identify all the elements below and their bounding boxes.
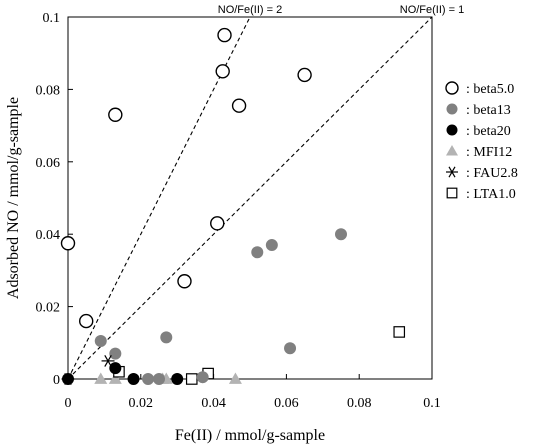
- data-point: [108, 107, 123, 122]
- legend-label: : beta5.0: [466, 82, 514, 97]
- legend-label: : MFI12: [466, 145, 512, 160]
- x-tick-label: 0.08: [347, 396, 372, 411]
- reference-line-label: NO/Fe(II) = 2: [218, 4, 283, 16]
- x-tick-label: 0.1: [423, 396, 441, 411]
- data-point: [142, 373, 155, 385]
- data-point: [101, 354, 115, 367]
- data-point: [94, 334, 107, 347]
- data-point: [231, 98, 247, 113]
- y-tick-label: 0.1: [43, 11, 61, 26]
- data-point: [127, 373, 140, 385]
- data-point: [446, 145, 458, 156]
- asterisk-stroke: [448, 166, 456, 178]
- y-tick-label: 0.04: [36, 228, 61, 243]
- x-tick-label: 0.02: [129, 396, 154, 411]
- data-point: [196, 371, 209, 384]
- reference-line-labels: NO/Fe(II) = 2 NO/Fe(II) = 1: [218, 4, 465, 16]
- y-tick-label: 0.02: [36, 301, 61, 316]
- legend-item: : beta5.0: [445, 81, 514, 97]
- data-point: [153, 373, 165, 385]
- data-point: [160, 331, 173, 344]
- data-point: [228, 372, 242, 384]
- data-point: [446, 187, 458, 199]
- y-tick-label: 0.06: [36, 156, 61, 171]
- data-point: [335, 228, 347, 241]
- data-point: [94, 372, 108, 384]
- y-tick-label: 0.08: [36, 83, 61, 98]
- data-point: [108, 372, 122, 384]
- asterisk-stroke: [64, 373, 72, 385]
- legend-item: : LTA1.0: [446, 187, 516, 202]
- y-tick-label: 0: [53, 373, 60, 388]
- x-tick-label: 0.06: [274, 396, 299, 411]
- data-point: [78, 313, 94, 329]
- y-axis-label: Adsorbed NO / mmol/g-sample: [5, 97, 22, 299]
- plot-frame: [67, 16, 433, 380]
- data-point: [446, 124, 458, 136]
- data-point: [265, 239, 278, 252]
- data-point: [171, 373, 184, 385]
- x-tick-label: 0: [65, 396, 72, 411]
- legend-item: : FAU2.8: [446, 166, 518, 181]
- legend-label: : beta20: [466, 124, 511, 139]
- legend-item: : beta13: [446, 103, 511, 118]
- data-markers: [60, 27, 406, 385]
- data-point: [215, 64, 230, 79]
- data-point: [284, 342, 297, 355]
- legend-item: : beta20: [446, 124, 511, 139]
- data-point: [251, 246, 264, 259]
- legend: : beta5.0 : beta13 : beta20 : MFI12 : FAU2.8…: [445, 81, 518, 202]
- legend-label: : FAU2.8: [466, 166, 518, 181]
- data-point: [445, 81, 459, 95]
- data-point: [60, 236, 76, 251]
- data-point: [185, 373, 198, 385]
- y-axis-ticks: 0 0.02 0.04 0.06 0.08 0.1: [36, 11, 73, 388]
- data-point: [217, 27, 232, 43]
- asterisk-stroke: [104, 354, 112, 367]
- reference-line-label: NO/Fe(II) = 1: [400, 4, 465, 16]
- data-point: [393, 326, 406, 338]
- legend-item: : MFI12: [446, 145, 512, 160]
- legend-label: : LTA1.0: [466, 187, 516, 202]
- data-point: [177, 274, 192, 289]
- reference-lines: [67, 16, 433, 380]
- x-axis-label: Fe(II) / mmol/g-sample: [175, 427, 325, 444]
- data-point: [446, 166, 458, 178]
- x-axis-ticks: 0 0.02 0.04 0.06 0.08 0.1: [65, 374, 441, 411]
- data-point: [446, 103, 458, 115]
- data-point: [109, 362, 122, 375]
- data-point: [210, 216, 225, 231]
- data-point: [109, 347, 122, 360]
- x-tick-label: 0.04: [201, 396, 226, 411]
- legend-label: : beta13: [466, 103, 511, 118]
- reference-line: [67, 16, 433, 380]
- data-point: [297, 67, 312, 83]
- data-point: [61, 373, 75, 385]
